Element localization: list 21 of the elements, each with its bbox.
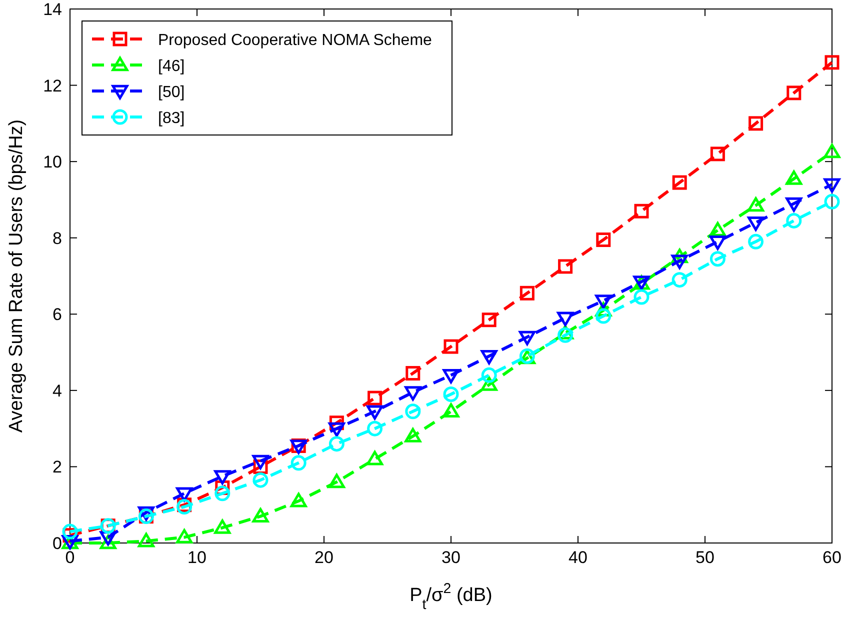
y-tick-label: 8	[52, 228, 62, 248]
x-tick-label: 30	[442, 548, 460, 567]
x-tick-label: 40	[568, 548, 588, 567]
y-axis-title: Average Sum Rate of Users (bps/Hz)	[6, 119, 27, 433]
x-tick-label: 20	[314, 548, 334, 567]
y-tick-label: 6	[52, 305, 62, 324]
y-tick-label: 2	[52, 458, 62, 477]
legend-label: [46]	[158, 58, 185, 75]
legend-label: [50]	[158, 84, 185, 101]
legend-label: [83]	[158, 110, 185, 127]
x-tick-label: 50	[696, 548, 714, 567]
y-tick-label: 0	[52, 534, 62, 553]
x-tick-label: 0	[65, 548, 75, 567]
x-tick-label: 60	[822, 548, 842, 567]
y-tick-label: 10	[43, 152, 62, 172]
x-axis-title: P$_{t}$/σ$^{2}$ (dB)	[410, 581, 492, 613]
legend-label: Proposed Cooperative NOMA Scheme	[158, 32, 432, 49]
y-tick-label: 12	[43, 76, 62, 96]
y-tick-label: 14	[43, 0, 62, 19]
y-tick-label: 4	[52, 381, 62, 400]
x-tick-label: 10	[188, 548, 206, 567]
